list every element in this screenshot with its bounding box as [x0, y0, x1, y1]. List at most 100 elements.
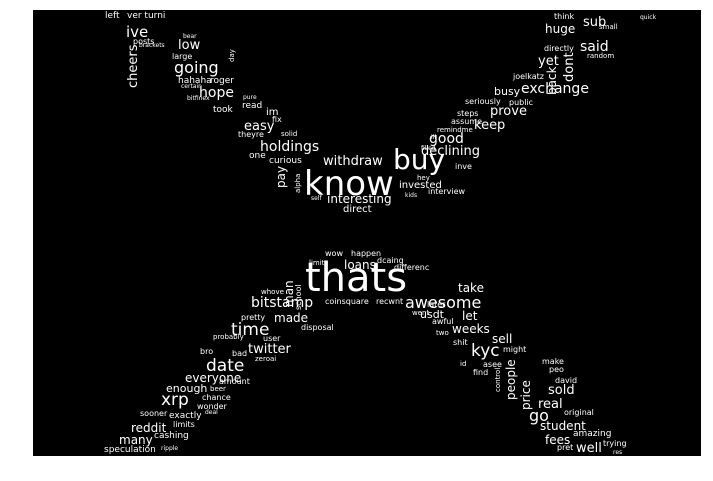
- word: kids: [405, 192, 418, 199]
- word: large: [172, 52, 193, 61]
- word: wonder: [197, 402, 227, 411]
- word: recwnt: [376, 297, 404, 306]
- word: sell: [492, 332, 513, 346]
- word: res: [613, 449, 623, 456]
- word: know: [304, 164, 394, 204]
- word: pure: [243, 94, 257, 101]
- word: limits: [173, 420, 195, 429]
- word: think: [554, 12, 575, 21]
- word: limits: [309, 259, 329, 267]
- word: certain: [181, 83, 202, 90]
- word: exchange: [521, 81, 589, 97]
- word: quick: [640, 14, 657, 21]
- word: trying: [603, 439, 627, 448]
- word: hahaha: [178, 76, 212, 86]
- word: interesting: [327, 192, 392, 206]
- word: pretty: [241, 313, 266, 322]
- word: joelkatz: [513, 72, 544, 81]
- word: went: [412, 309, 430, 317]
- word: im: [266, 107, 279, 118]
- word: seriously: [465, 97, 501, 106]
- word: chance: [202, 393, 231, 402]
- word: roger: [210, 76, 234, 86]
- word: small: [599, 23, 618, 31]
- word: date: [206, 356, 245, 376]
- word: well: [576, 441, 602, 456]
- word: posts: [133, 37, 155, 46]
- word: ver turni: [127, 11, 166, 21]
- word: amount: [219, 377, 250, 386]
- word: enough: [166, 382, 208, 395]
- word: kyc: [471, 341, 500, 361]
- word: made: [274, 311, 309, 325]
- word: solid: [281, 130, 298, 138]
- word: thats: [305, 255, 408, 301]
- word: student: [540, 419, 586, 433]
- word: exactly: [169, 411, 202, 421]
- word: keep: [474, 118, 506, 133]
- word: yet: [538, 54, 559, 69]
- word: bitfinex: [187, 95, 210, 102]
- word: later: [427, 300, 446, 309]
- word: wow: [325, 249, 343, 258]
- word: dont: [562, 52, 577, 82]
- word: direct: [343, 204, 372, 215]
- word: ill: [431, 134, 437, 141]
- word: find: [473, 368, 489, 377]
- word: time: [231, 320, 270, 340]
- word: low: [178, 38, 201, 53]
- word-cloud-canvas: left ver turni ive bear brackets cheers …: [33, 10, 701, 456]
- word: make: [542, 357, 564, 366]
- word: usdt: [420, 308, 444, 321]
- word: read: [242, 101, 263, 111]
- word: busy: [494, 85, 521, 98]
- word: directly: [544, 44, 574, 53]
- word: took: [213, 105, 233, 115]
- word: invested: [399, 180, 442, 191]
- word: declining: [421, 144, 480, 159]
- word: reddit: [131, 421, 167, 435]
- word: shit: [453, 338, 468, 347]
- word: pret: [557, 443, 574, 452]
- word: cheers: [126, 44, 141, 88]
- word: awesome: [405, 293, 482, 312]
- word: control: [494, 367, 502, 392]
- word: filled: [421, 145, 436, 152]
- word: hey: [417, 174, 430, 182]
- word: huge: [545, 22, 576, 36]
- word: said: [580, 39, 609, 55]
- word: original: [564, 408, 594, 417]
- word: easy: [244, 119, 275, 134]
- word: user: [263, 334, 281, 343]
- word: fix: [272, 115, 282, 124]
- word: bitstamp: [251, 295, 314, 311]
- word: weeks: [452, 322, 490, 336]
- word: theyre: [238, 130, 264, 139]
- word: peo: [549, 365, 564, 374]
- word: sub: [583, 15, 607, 30]
- word: holdings: [260, 139, 320, 155]
- word: awful: [432, 317, 454, 326]
- word: people: [504, 359, 518, 400]
- word: happen: [351, 249, 382, 258]
- word: brackets: [139, 42, 165, 49]
- word: inve: [455, 162, 472, 171]
- word: pay: [274, 165, 288, 188]
- word: hope: [199, 85, 234, 101]
- word: curious: [269, 156, 302, 166]
- word: going: [174, 58, 219, 77]
- word: sooner: [140, 409, 168, 418]
- word: beer: [210, 385, 226, 393]
- word: assume: [451, 117, 483, 126]
- word: zeroai: [255, 355, 277, 363]
- word: remindme: [437, 126, 473, 134]
- word: prove: [490, 104, 527, 119]
- word: amazing: [573, 429, 612, 439]
- word: loans: [344, 258, 376, 272]
- word: disposal: [301, 323, 334, 332]
- word: public: [509, 98, 534, 107]
- word: real: [538, 397, 563, 412]
- word: sold: [548, 383, 575, 398]
- word: day: [228, 49, 236, 62]
- word: whove: [261, 288, 284, 296]
